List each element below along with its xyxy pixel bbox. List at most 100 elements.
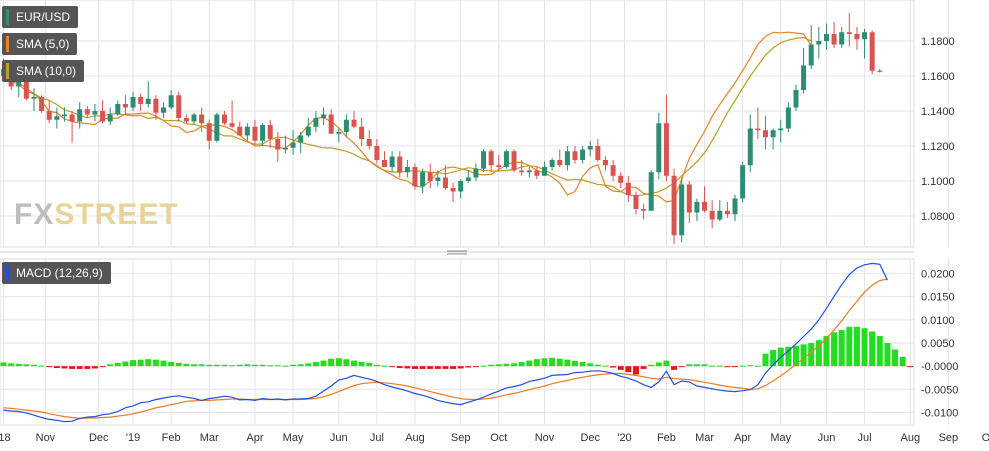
macd-histogram-bar (907, 366, 914, 368)
macd-histogram-bar (754, 365, 761, 367)
macd-histogram-bar (343, 359, 350, 367)
macd-histogram-bar (808, 343, 815, 367)
macd-histogram-bar (76, 366, 83, 369)
candle (724, 202, 730, 218)
macd-histogram-bar (236, 364, 243, 367)
candle-body (679, 184, 685, 236)
candle (168, 90, 174, 110)
candle-body (336, 132, 342, 134)
macd-histogram-bar (366, 362, 373, 367)
macd-histogram-bar (876, 336, 883, 367)
candle (488, 149, 494, 173)
macd-histogram-bar (693, 364, 700, 367)
x-tick-label: Jul (370, 432, 384, 444)
candle-body (260, 125, 266, 141)
macd-histogram-bar (53, 366, 60, 368)
candle (412, 163, 418, 190)
macd-histogram-bar (587, 363, 594, 367)
candle-body (846, 32, 852, 34)
candle (107, 107, 113, 125)
candle (633, 191, 639, 215)
macd-histogram-bar (800, 344, 807, 367)
macd-histogram-bar (282, 365, 289, 367)
panel-divider[interactable] (0, 250, 914, 255)
macd-y-axis: 0.0200 0.0150 0.0100 0.0050 -0.0000 -0.0050 -0… (921, 269, 958, 420)
macd-histogram-bar (389, 366, 396, 368)
macd-histogram-bar (770, 349, 777, 367)
candle-body (161, 107, 167, 113)
candle (557, 149, 563, 167)
macd-histogram-bar (617, 366, 624, 370)
legend-macd[interactable]: MACD (12,26,9) (2, 262, 111, 284)
macd-histogram-bar (8, 363, 15, 367)
x-tick-label: Aug (900, 432, 920, 444)
macd-histogram-bar (206, 364, 213, 367)
candle-body (534, 170, 540, 176)
price-y-tick-label: 1.1000 (921, 176, 955, 188)
candle-body (488, 151, 494, 166)
candle (580, 146, 586, 164)
legend-sma5-label: SMA (5,0) (16, 37, 70, 51)
macd-histogram-bar (442, 366, 449, 369)
macd-histogram-bar (411, 366, 418, 369)
watermark-fx: FX (14, 198, 55, 231)
candle-body (458, 181, 464, 192)
legend-sma5[interactable]: SMA (5,0) (2, 33, 78, 55)
candle (496, 154, 502, 171)
candle (587, 140, 593, 157)
candle (359, 118, 365, 146)
macd-histogram-bar (191, 364, 197, 367)
candle (625, 175, 631, 202)
macd-histogram-bar (175, 362, 182, 367)
candle (31, 88, 37, 111)
candle-body (382, 160, 387, 167)
candle-body (465, 177, 471, 181)
candle-body (580, 149, 586, 160)
legend-sma10[interactable]: SMA (10,0) (2, 60, 85, 82)
macd-histogram-bar (221, 364, 228, 367)
candle-body (100, 111, 106, 122)
candle-body (877, 70, 883, 72)
candle-body (671, 175, 677, 236)
legend-price[interactable]: EUR/USD (2, 6, 79, 28)
candle-body (717, 210, 723, 220)
candle (420, 168, 426, 194)
macd-histogram-bar (899, 356, 906, 367)
candle (770, 128, 776, 150)
x-tick-label: Mar (695, 432, 714, 444)
candle-body (481, 151, 487, 169)
macd-histogram-bar (259, 364, 266, 367)
macd-y-tick-label: 0.0100 (921, 315, 955, 327)
macd-histogram-bar (358, 361, 365, 367)
candle (275, 132, 281, 162)
macd-histogram-bar (701, 364, 708, 367)
candle-body (801, 65, 807, 90)
candle-body (31, 97, 37, 99)
candle (237, 121, 243, 136)
legend-price-label: EUR/USD (16, 10, 71, 24)
candle (313, 111, 319, 132)
candle-body (359, 126, 365, 139)
candle-body (237, 126, 243, 136)
x-tick-label: Nov (535, 432, 555, 444)
candle-body (641, 209, 647, 211)
candle-body (290, 142, 296, 148)
candle (282, 135, 288, 153)
candle (709, 200, 715, 229)
macd-histogram-bar (663, 360, 670, 367)
candle (115, 100, 121, 117)
macd-histogram-bar (549, 357, 556, 367)
macd-histogram-bar (511, 363, 518, 367)
macd-histogram-bar (381, 365, 388, 367)
x-tick-label: Feb (657, 432, 676, 444)
candle (100, 100, 106, 124)
macd-histogram-bar (853, 326, 860, 367)
candle (473, 163, 479, 181)
candle (252, 119, 258, 145)
x-axis: '18 Nov Dec '19 Feb Mar Apr May Jun Jul Aug Sep Oct N… (0, 432, 989, 444)
candle-body (244, 126, 250, 136)
x-tick-label: Jul (858, 432, 872, 444)
candle-body (755, 128, 761, 131)
candle-body (503, 151, 509, 167)
macd-y-tick-label: 0.0150 (921, 292, 955, 304)
